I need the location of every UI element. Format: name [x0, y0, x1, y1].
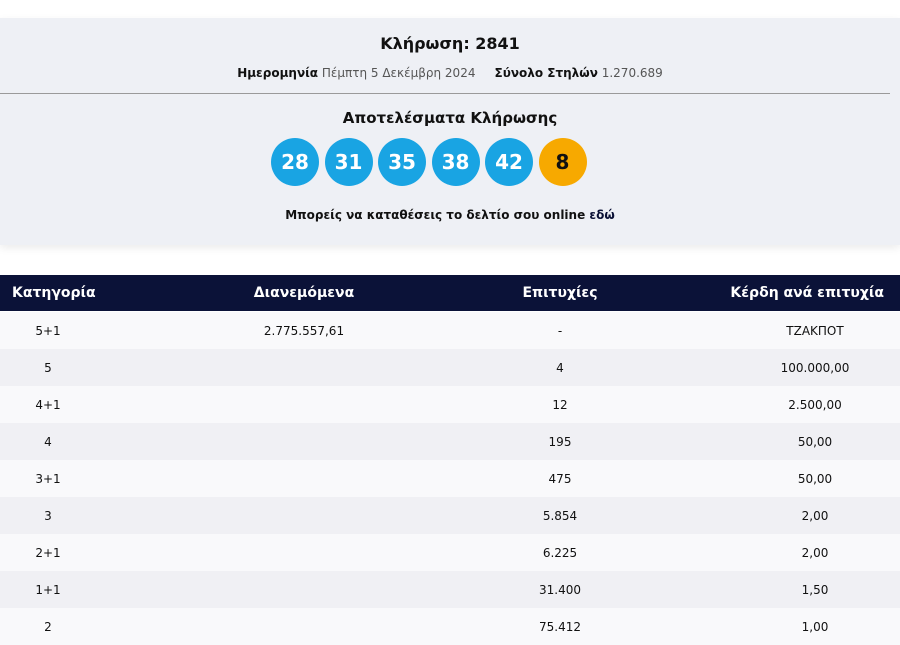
- columns-label: Σύνολο Στηλών: [494, 66, 598, 80]
- draw-meta: Ημερομηνία Πέμπτη 5 Δεκέμβρη 2024 Σύνολο…: [0, 66, 900, 80]
- table-cell: 3+1: [35, 471, 61, 486]
- table-cell: 50,00: [797, 471, 833, 486]
- header-cell: Κατηγορία: [12, 285, 96, 301]
- draw-panel: Κλήρωση: 2841 Ημερομηνία Πέμπτη 5 Δεκέμβ…: [0, 18, 900, 245]
- table-cell: 50,00: [797, 434, 833, 449]
- table-cell: 1,00: [801, 619, 829, 634]
- table-cell: 2.775.557,61: [263, 323, 345, 338]
- header-cell: Κέρδη ανά επιτυχία: [730, 285, 884, 301]
- table-row: 4+1 12 2.500,00: [0, 386, 900, 423]
- table-cell: 2: [44, 619, 52, 634]
- table-row: 4 195 50,00: [0, 423, 900, 460]
- table-row: 2 75.412 1,00: [0, 608, 900, 645]
- online-text: Μπορείς να καταθέσεις το δελτίο σου onli…: [285, 208, 586, 222]
- bonus-ball: 8: [538, 138, 587, 186]
- table-cell: 195: [548, 434, 572, 449]
- table-cell: 2.500,00: [788, 397, 842, 412]
- table-cell: 475: [548, 471, 572, 486]
- ball: 35: [378, 138, 426, 186]
- header-cell: Διανεμόμενα: [253, 285, 355, 301]
- ball: 42: [485, 138, 533, 186]
- table-cell: 12: [552, 397, 568, 412]
- table-cell: 2,00: [801, 545, 829, 560]
- table-cell: 31.400: [539, 582, 581, 597]
- table-cell: 2+1: [35, 545, 61, 560]
- date: Πέμπτη 5 Δεκέμβρη 2024: [321, 66, 476, 80]
- draw-title: Κλήρωση: 2841: [380, 34, 520, 53]
- table-row: 5 4 100.000,00: [0, 349, 900, 386]
- table-row: 1+1 31.400 1,50: [0, 571, 900, 608]
- table-cell: 75.412: [539, 619, 581, 634]
- ball: 38: [431, 138, 480, 186]
- date-label: Ημερομηνία: [237, 66, 319, 80]
- table-cell: -: [557, 323, 563, 338]
- table-row: 5+1 2.775.557,61 - ΤΖΑΚΠΟΤ: [0, 312, 900, 349]
- table-cell: 5.854: [542, 508, 578, 523]
- results-title: Αποτελέσματα Κλήρωσης: [342, 109, 558, 127]
- table-cell: 4: [44, 434, 52, 449]
- table-cell: 2,00: [801, 508, 829, 523]
- table-row: 3 5.854 2,00: [0, 497, 900, 534]
- online-link[interactable]: εδώ: [589, 208, 615, 222]
- table-cell: 100.000,00: [780, 360, 850, 375]
- table-cell: 4+1: [35, 397, 61, 412]
- divider: [0, 93, 890, 94]
- ball: 28: [271, 138, 319, 186]
- table-header: Κατηγορία Διανεμόμενα Επιτυχίες Κέρδη ανά ε…: [0, 275, 900, 311]
- table-cell: ΤΖΑΚΠΟΤ: [786, 323, 844, 338]
- table-cell: 1,50: [801, 582, 829, 597]
- table-cell: 5: [44, 360, 52, 375]
- table-cell: 3: [44, 508, 52, 523]
- table-cell: 4: [556, 360, 564, 375]
- table-row: 3+1 475 50,00: [0, 460, 900, 497]
- table-row: 2+1 6.225 2,00: [0, 534, 900, 571]
- table-cell: 1+1: [35, 582, 61, 597]
- ball: 31: [324, 138, 373, 186]
- online-note: Μπορείς να καταθέσεις το δελτίο σου onli…: [0, 208, 900, 222]
- header-cell: Επιτυχίες: [522, 285, 598, 301]
- columns: 1.270.689: [601, 66, 663, 80]
- table-cell: 6.225: [542, 545, 578, 560]
- table-cell: 5+1: [35, 323, 61, 338]
